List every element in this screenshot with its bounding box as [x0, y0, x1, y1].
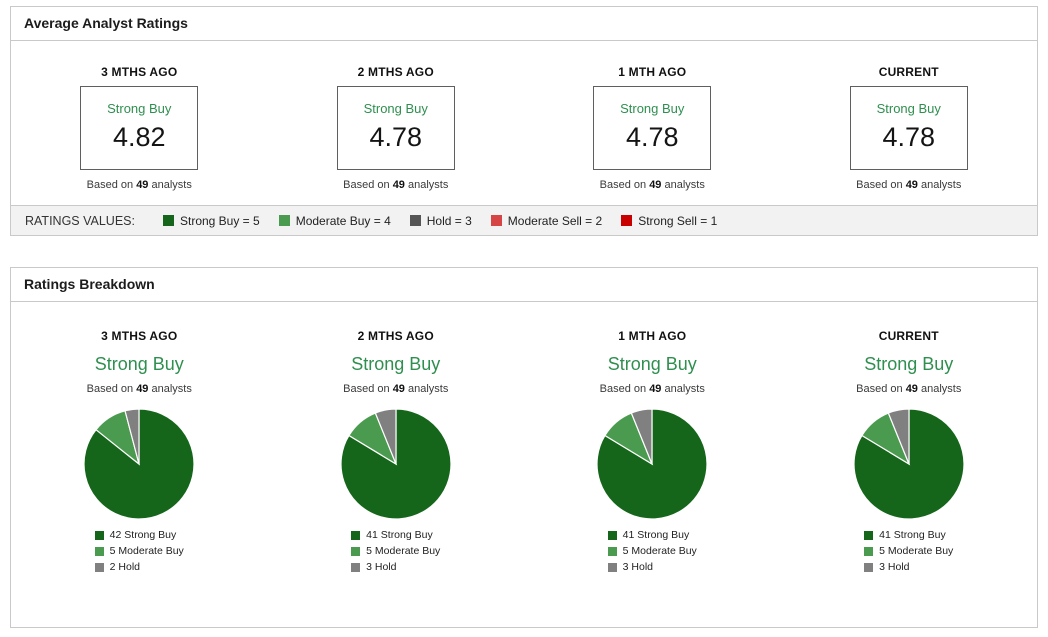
- ratings-values-label: RATINGS VALUES:: [25, 213, 135, 228]
- analyst-count-note: Based on 49 analysts: [86, 383, 192, 395]
- rating-box: Strong Buy 4.78: [336, 86, 455, 170]
- pie-chart: [781, 406, 1038, 522]
- pie-legend-item-hold: 2 Hold: [94, 561, 184, 573]
- analyst-count-note: Based on 49 analysts: [856, 383, 962, 395]
- rating-column-current: CURRENT Strong Buy 4.78 Based on 49 anal…: [781, 41, 1038, 205]
- pie-legend-item-hold: 3 Hold: [351, 561, 440, 573]
- rating-box: Strong Buy 4.78: [849, 86, 968, 170]
- rating-column-3-mths-ago: 3 MTHS AGO Strong Buy 4.82 Based on 49 a…: [11, 41, 268, 205]
- legend-item-strong-buy: Strong Buy = 5: [162, 214, 260, 228]
- pie-chart: [524, 406, 781, 522]
- consensus-rating-label: Strong Buy: [864, 354, 954, 374]
- ratings-breakdown-content: 3 MTHS AGO Strong Buy Based on 49 analys…: [11, 302, 1037, 627]
- period-label: 3 MTHS AGO: [101, 65, 178, 79]
- consensus-rating-label: Strong Buy: [607, 354, 697, 374]
- pie-legend-item-moderate-buy: 5 Moderate Buy: [351, 545, 440, 557]
- consensus-rating-label: Strong Buy: [351, 354, 441, 374]
- hold-color-swatch: [607, 562, 617, 572]
- analyst-count: 49: [136, 383, 149, 395]
- period-label: 3 MTHS AGO: [101, 329, 178, 343]
- legend-item-moderate-sell: Moderate Sell = 2: [490, 214, 602, 228]
- moderate-buy-color-swatch: [94, 546, 104, 556]
- hold-color-swatch: [351, 562, 361, 572]
- pie-legend: 41 Strong Buy 5 Moderate Buy 3 Hold: [607, 529, 697, 577]
- strong-buy-color-swatch: [94, 530, 104, 540]
- pie-chart: [268, 406, 525, 522]
- pie-legend-item-moderate-buy: 5 Moderate Buy: [94, 545, 184, 557]
- period-label: CURRENT: [878, 65, 939, 79]
- breakdown-column-1-mth-ago: 1 MTH AGO Strong Buy Based on 49 analyst…: [524, 302, 781, 577]
- hold-color-swatch: [409, 215, 421, 226]
- strong-buy-color-swatch: [351, 530, 361, 540]
- analyst-count: 49: [136, 179, 149, 191]
- average-rating-value: 4.78: [882, 122, 936, 152]
- panel-title-ratings-breakdown: Ratings Breakdown: [11, 268, 1037, 302]
- ratings-values-legend: RATINGS VALUES: Strong Buy = 5 Moderate …: [10, 205, 1038, 236]
- period-label: CURRENT: [878, 329, 939, 343]
- analyst-count: 49: [649, 383, 662, 395]
- rating-column-2-mths-ago: 2 MTHS AGO Strong Buy 4.78 Based on 49 a…: [268, 41, 525, 205]
- pie-legend-item-hold: 3 Hold: [864, 561, 953, 573]
- consensus-rating-label: Strong Buy: [620, 101, 685, 116]
- analyst-count: 49: [392, 383, 405, 395]
- pie-legend: 42 Strong Buy 5 Moderate Buy 2 Hold: [94, 529, 184, 577]
- analyst-count-note: Based on 49 analysts: [599, 179, 705, 191]
- pie-legend-item-strong-buy: 41 Strong Buy: [864, 529, 953, 541]
- breakdown-column-3-mths-ago: 3 MTHS AGO Strong Buy Based on 49 analys…: [11, 302, 268, 577]
- moderate-buy-color-swatch: [864, 546, 874, 556]
- period-label: 1 MTH AGO: [618, 329, 687, 343]
- pie-legend-item-strong-buy: 41 Strong Buy: [607, 529, 697, 541]
- pie-legend-item-strong-buy: 41 Strong Buy: [351, 529, 440, 541]
- analyst-count: 49: [392, 179, 405, 191]
- pie-chart: [11, 406, 268, 522]
- average-rating-value: 4.78: [369, 122, 423, 152]
- average-ratings-content: 3 MTHS AGO Strong Buy 4.82 Based on 49 a…: [11, 41, 1037, 205]
- average-analyst-ratings-panel: Average Analyst Ratings 3 MTHS AGO Stron…: [10, 6, 1038, 206]
- consensus-rating-label: Strong Buy: [363, 101, 428, 116]
- hold-color-swatch: [864, 562, 874, 572]
- legend-item-moderate-buy: Moderate Buy = 4: [278, 214, 391, 228]
- analyst-count-note: Based on 49 analysts: [86, 179, 192, 191]
- analyst-count: 49: [905, 179, 918, 191]
- strong-buy-color-swatch: [162, 215, 174, 226]
- moderate-sell-color-swatch: [490, 215, 502, 226]
- strong-sell-color-swatch: [621, 215, 633, 226]
- rating-box: Strong Buy 4.78: [593, 86, 712, 170]
- rating-column-1-mth-ago: 1 MTH AGO Strong Buy 4.78 Based on 49 an…: [524, 41, 781, 205]
- strong-buy-color-swatch: [607, 530, 617, 540]
- analyst-count: 49: [649, 179, 662, 191]
- pie-legend-item-moderate-buy: 5 Moderate Buy: [864, 545, 953, 557]
- pie-legend: 41 Strong Buy 5 Moderate Buy 3 Hold: [864, 529, 953, 577]
- pie-legend-item-moderate-buy: 5 Moderate Buy: [607, 545, 697, 557]
- moderate-buy-color-swatch: [278, 215, 290, 226]
- analyst-count: 49: [905, 383, 918, 395]
- pie-legend-item-hold: 3 Hold: [607, 561, 697, 573]
- legend-item-strong-sell: Strong Sell = 1: [621, 214, 717, 228]
- average-rating-value: 4.78: [625, 122, 679, 152]
- moderate-buy-color-swatch: [607, 546, 617, 556]
- breakdown-column-2-mths-ago: 2 MTHS AGO Strong Buy Based on 49 analys…: [268, 302, 525, 577]
- average-rating-value: 4.82: [112, 122, 166, 152]
- strong-buy-color-swatch: [864, 530, 874, 540]
- moderate-buy-color-swatch: [351, 546, 361, 556]
- analyst-count-note: Based on 49 analysts: [599, 383, 705, 395]
- legend-item-hold: Hold = 3: [409, 214, 472, 228]
- analyst-count-note: Based on 49 analysts: [343, 383, 449, 395]
- pie-legend: 41 Strong Buy 5 Moderate Buy 3 Hold: [351, 529, 440, 577]
- consensus-rating-label: Strong Buy: [876, 101, 941, 116]
- consensus-rating-label: Strong Buy: [107, 101, 172, 116]
- ratings-breakdown-panel: Ratings Breakdown 3 MTHS AGO Strong Buy …: [10, 267, 1038, 628]
- rating-box: Strong Buy 4.82: [80, 86, 199, 170]
- panel-title-average-ratings: Average Analyst Ratings: [11, 7, 1037, 41]
- period-label: 2 MTHS AGO: [357, 65, 434, 79]
- breakdown-column-current: CURRENT Strong Buy Based on 49 analysts …: [781, 302, 1038, 577]
- period-label: 1 MTH AGO: [618, 65, 687, 79]
- analyst-count-note: Based on 49 analysts: [856, 179, 962, 191]
- hold-color-swatch: [94, 562, 104, 572]
- pie-legend-item-strong-buy: 42 Strong Buy: [94, 529, 184, 541]
- analyst-count-note: Based on 49 analysts: [343, 179, 449, 191]
- period-label: 2 MTHS AGO: [357, 329, 434, 343]
- consensus-rating-label: Strong Buy: [94, 354, 184, 374]
